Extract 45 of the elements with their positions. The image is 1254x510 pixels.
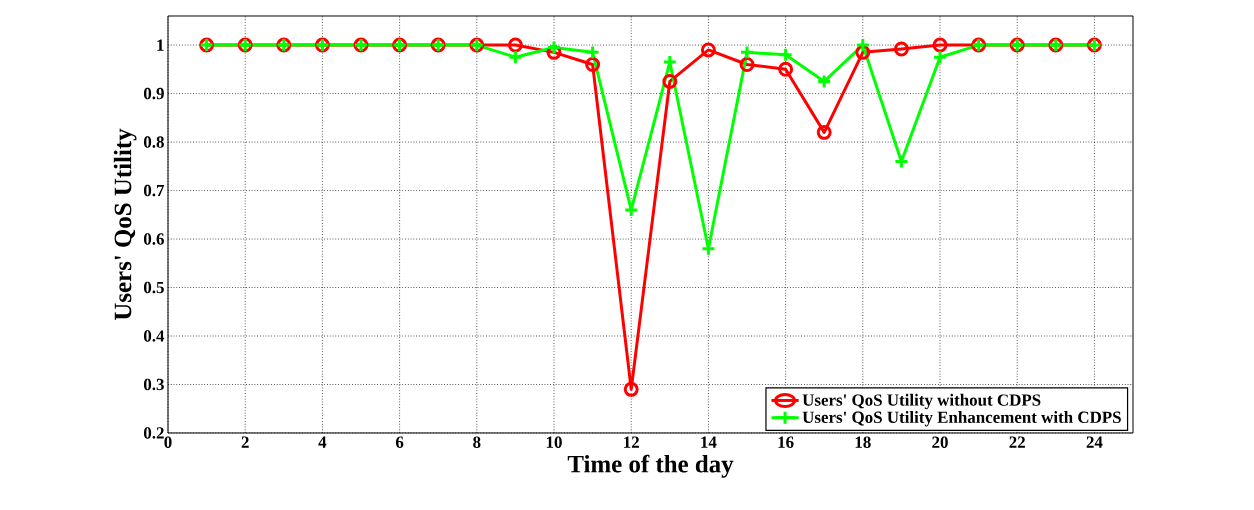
x-tick-label: 12 (624, 436, 639, 448)
point (662, 73, 678, 89)
point (816, 73, 832, 89)
y-tick-label: 1 (157, 39, 164, 51)
x-tick-label: 24 (1086, 436, 1103, 448)
x-tick-label: 0 (164, 436, 172, 448)
point (507, 49, 523, 65)
y-tick-label: 0.7 (143, 184, 165, 197)
point (932, 37, 948, 53)
x-tick-label: 2 (241, 436, 249, 448)
point (893, 41, 909, 57)
point (585, 44, 601, 60)
x-axis-title: Time of the day (567, 454, 734, 478)
legend-label: Users' QoS Utility without CDPS (802, 393, 1041, 410)
legend-label: Users' QoS Utility Enhancement with CDPS (802, 411, 1121, 427)
x-tick-label: 6 (395, 436, 404, 448)
point (778, 61, 794, 77)
point (507, 37, 523, 53)
x-tick-label: 20 (932, 436, 948, 448)
x-tick-label: 18 (855, 436, 871, 448)
y-tick-label: 0.8 (143, 136, 164, 148)
x-tick-label: 10 (546, 436, 562, 448)
y-tick-label: 0.4 (143, 330, 165, 342)
x-tick-label: 22 (1009, 436, 1025, 448)
point (816, 124, 832, 140)
y-tick-label: 0.2 (143, 427, 164, 439)
point (623, 381, 639, 397)
point (739, 44, 755, 60)
y-tick-label: 0.3 (143, 378, 164, 391)
point (778, 47, 794, 63)
x-tick-label: 4 (318, 436, 327, 448)
y-tick-label: 0.6 (143, 233, 164, 245)
point (893, 153, 909, 169)
point (932, 49, 948, 65)
point (546, 40, 562, 55)
y-axis-title: Users' QoS Utility (113, 128, 137, 321)
point (700, 42, 716, 58)
point (739, 57, 755, 72)
x-tick-label: 16 (778, 436, 794, 448)
y-tick-label: 0.9 (143, 87, 164, 100)
point (855, 37, 871, 53)
x-tick-label: 14 (701, 436, 717, 448)
y-tick-label: 0.5 (143, 281, 164, 294)
point (585, 57, 601, 72)
x-tick-label: 8 (473, 436, 481, 448)
